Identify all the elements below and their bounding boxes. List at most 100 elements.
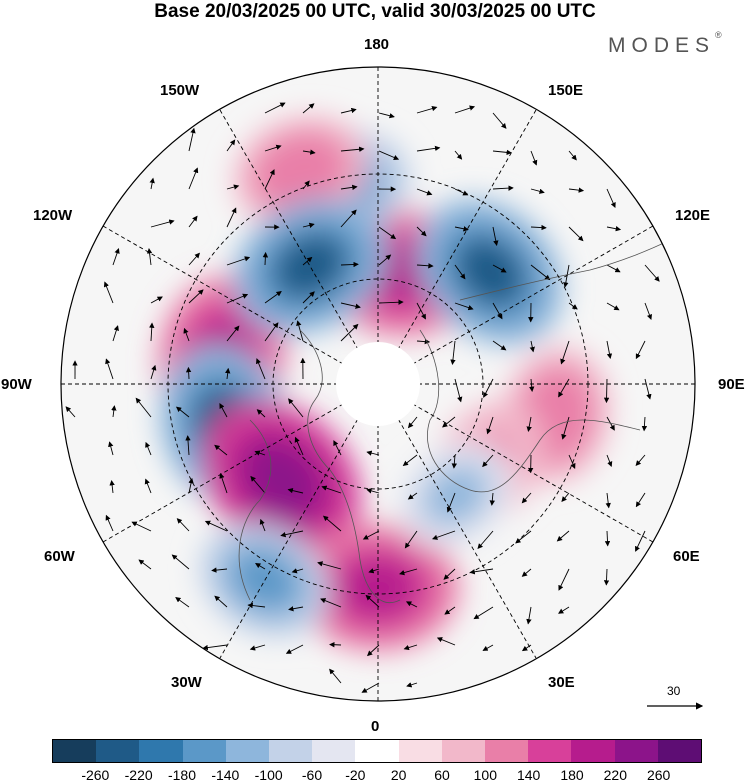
wind-arrow [451,454,457,469]
lon-label-120w: 120W [33,207,73,224]
negative-anomaly [454,236,526,308]
wind-arrow [287,487,304,494]
wind-arrow [406,682,418,688]
wind-arrow [183,327,190,342]
wind-arrow [65,406,76,418]
colorbar-segment [485,740,529,762]
wind-arrow [149,322,155,342]
wind-arrow [606,302,620,311]
wind-arrow [563,264,570,288]
wind-arrow [219,403,228,418]
wind-arrow [635,454,646,466]
wind-arrow [405,601,418,608]
wind-arrow [226,325,240,342]
wind-arrow [188,289,204,304]
wind-arrow [558,568,570,591]
wind-arrow [340,107,357,114]
colorbar [52,739,702,763]
wind-arrow [333,440,342,456]
wind-arrow [145,441,152,456]
wind-arrow [446,492,456,513]
wind-arrow [454,105,476,114]
wind-arrow [407,492,418,500]
wind-arrow [135,397,152,418]
wind-arrow [450,340,456,366]
map-border [60,66,696,702]
colorbar-segment [225,740,270,762]
lon-label-90e: 90E [718,376,745,393]
wind-arrow [366,488,380,494]
wind-arrow [259,518,266,532]
coastlines [238,239,671,603]
wind-arrow [416,226,427,237]
lon-label-0: 0 [371,718,380,735]
wind-arrow [521,492,532,504]
wind-arrow [568,454,576,469]
wind-arrow [296,320,304,342]
colorbar-segment [355,740,399,762]
wind-arrow [444,606,456,615]
positive-anomaly [268,144,333,198]
wind-arrow [108,441,114,456]
wind-arrow [454,264,466,280]
lon-label-150e: 150E [548,82,584,99]
wind-arrow [365,594,380,608]
lon-label-30w: 30W [171,674,202,691]
wind-arrow [530,188,545,194]
negative-anomaly [428,469,484,521]
wind-arrow [473,606,494,620]
wind-arrow [568,150,577,161]
wind-arrow [606,340,613,360]
wind-arrow [492,149,512,156]
wind-arrow [482,644,494,651]
wind-arrow [175,406,190,418]
wind-arrow [302,291,315,304]
wind-arrow [361,682,380,693]
lon-label-60e: 60E [673,548,700,565]
wind-arrow [340,184,358,191]
wind-arrow [416,105,438,114]
wind-arrow [526,606,532,625]
wind-arrow [556,530,570,542]
wind-arrow [256,358,266,380]
wind-arrow [280,530,304,538]
colorbar-segment [614,740,658,762]
wind-arrow [606,226,622,232]
wind-arrow [340,209,357,228]
wind-arrow [482,454,494,468]
wind-arrow [226,184,240,190]
wind-arrow [644,302,652,320]
wind-arrow [529,340,535,353]
wind-arrow [558,378,570,398]
wind-arrow [486,416,494,435]
map-disk [61,67,695,701]
colorbar-segment [657,740,702,762]
wind-arrow [635,492,646,508]
wind-arrow [340,146,365,152]
colorbar-segment [441,740,486,762]
wind-arrow [492,264,507,273]
wind-arrow [641,416,648,432]
wind-arrow [112,247,120,266]
lon-label-180: 180 [364,36,390,53]
wind-arrow [185,435,191,456]
wind-arrow [329,642,342,648]
wind-arrow [454,378,463,403]
wind-arrow [521,644,532,652]
wind-arrow [255,563,266,570]
wind-arrow [477,530,494,550]
wind-arrow [378,226,397,240]
wind-arrow [530,264,551,281]
wind-arrow [340,323,359,342]
wind-arrow [340,261,359,268]
colorbar-tick-label: -140 [211,767,240,783]
wind-arrow [416,302,426,320]
wind-arrow [226,139,236,152]
wind-arrow [188,252,200,266]
wind-arrow [492,185,514,191]
wind-arrow [285,644,304,654]
wind-arrow [103,281,114,304]
wind-arrow [515,530,532,544]
wind-arrow [635,340,646,360]
